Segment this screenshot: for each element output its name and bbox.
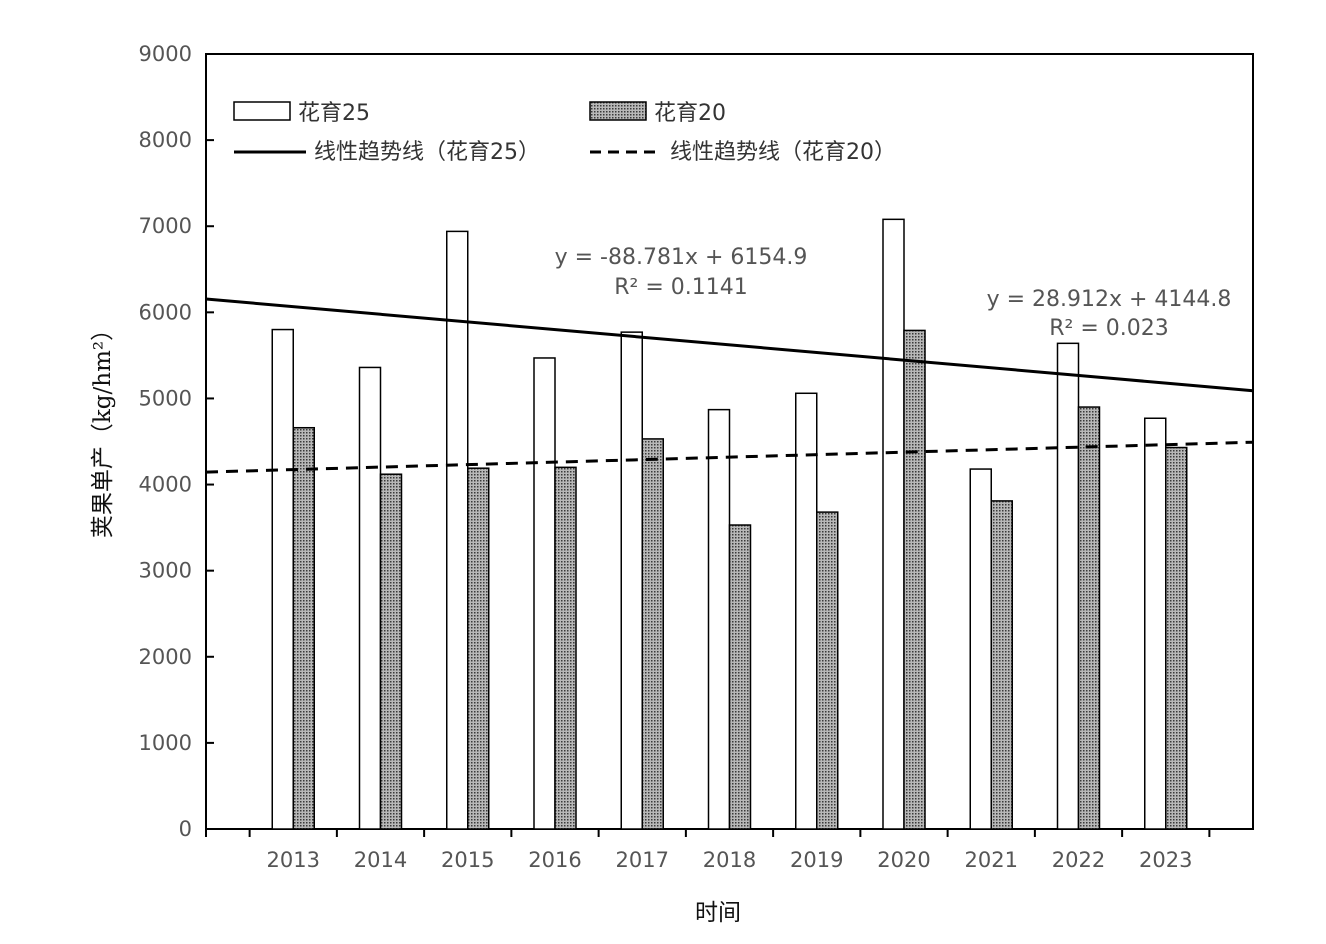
y-tick-label: 9000 [139, 42, 192, 66]
bar-huayu20-2023 [1165, 446, 1188, 830]
bar-huayu20-2017 [641, 438, 664, 830]
legend-swatch-series-2 [589, 101, 647, 121]
trendline-2 [205, 440, 1254, 474]
x-tick-label: 2013 [267, 848, 320, 872]
legend: 花育25 花育20 线性趋势线（花育25） 线性趋势线（花育20） [233, 101, 896, 165]
trend-equation-2: y = 28.912x + 4144.8 [987, 287, 1232, 312]
x-tick-label: 2019 [790, 848, 843, 872]
bar-huayu20-2015 [467, 467, 490, 830]
bar-huayu20-2021 [990, 500, 1013, 830]
x-tick-label: 2023 [1139, 848, 1192, 872]
bar-huayu25-2019 [795, 392, 818, 830]
x-tick-label: 2014 [354, 848, 407, 872]
y-tick-label: 5000 [139, 386, 192, 410]
bar-huayu25-2023 [1144, 417, 1167, 830]
trendline-1 [205, 297, 1254, 393]
x-tick-label: 2020 [877, 848, 930, 872]
trend-r2-2: R² = 0.023 [1049, 316, 1169, 341]
y-tick-label: 1000 [139, 731, 192, 755]
x-axis-title: 时间 [695, 900, 741, 926]
legend-swatch-series-1 [233, 101, 291, 121]
bar-huayu20-2022 [1077, 406, 1101, 830]
bar-huayu20-2016 [554, 466, 577, 830]
bar-huayu20-2019 [816, 511, 839, 830]
x-tick-label: 2017 [616, 848, 669, 872]
y-tick-label: 8000 [139, 128, 192, 152]
y-tick-label: 4000 [139, 473, 192, 497]
y-tick-label: 6000 [139, 300, 192, 324]
bar-huayu25-2016 [533, 357, 556, 830]
legend-label-series-1: 花育25 [298, 101, 370, 126]
x-axis: 2013 2014 2015 2016 2017 2018 2019 2020 2021 2022… [205, 829, 1211, 872]
x-tick-label: 2021 [965, 848, 1018, 872]
bars [271, 218, 1188, 830]
x-tick-label: 2015 [441, 848, 494, 872]
legend-label-trend-1: 线性趋势线（花育25） [314, 140, 540, 165]
x-tick-label: 2018 [703, 848, 756, 872]
x-tick-label: 2016 [528, 848, 581, 872]
bar-huayu25-2017 [620, 331, 643, 830]
trend-r2-1: R² = 0.1141 [614, 275, 748, 300]
trend-equation-1: y = -88.781x + 6154.9 [555, 245, 808, 270]
y-tick-label: 7000 [139, 214, 192, 238]
y-tick-label: 2000 [139, 645, 192, 669]
y-tick-label: 3000 [139, 559, 192, 583]
y-axis-title: 荚果单产（kg/hm²） [90, 318, 116, 538]
y-tick-label: 0 [179, 817, 192, 841]
x-tick-label: 2022 [1052, 848, 1105, 872]
legend-label-trend-2: 线性趋势线（花育20） [670, 140, 896, 165]
bar-huayu25-2013 [271, 328, 294, 830]
bar-huayu20-2020 [903, 329, 926, 830]
bar-huayu20-2018 [728, 524, 752, 830]
bar-huayu25-2021 [969, 468, 992, 830]
trendlines [205, 297, 1254, 474]
bar-huayu25-2022 [1056, 342, 1080, 830]
legend-label-series-2: 花育20 [654, 101, 726, 126]
bar-huayu25-2018 [707, 408, 731, 830]
bar-huayu25-2014 [358, 366, 382, 830]
y-axis: 0 1000 2000 3000 4000 5000 6000 7000 8000 9000 [139, 42, 214, 841]
bar-huayu25-2020 [882, 218, 905, 830]
bar-huayu20-2013 [292, 426, 315, 830]
bar-huayu20-2014 [379, 473, 403, 830]
